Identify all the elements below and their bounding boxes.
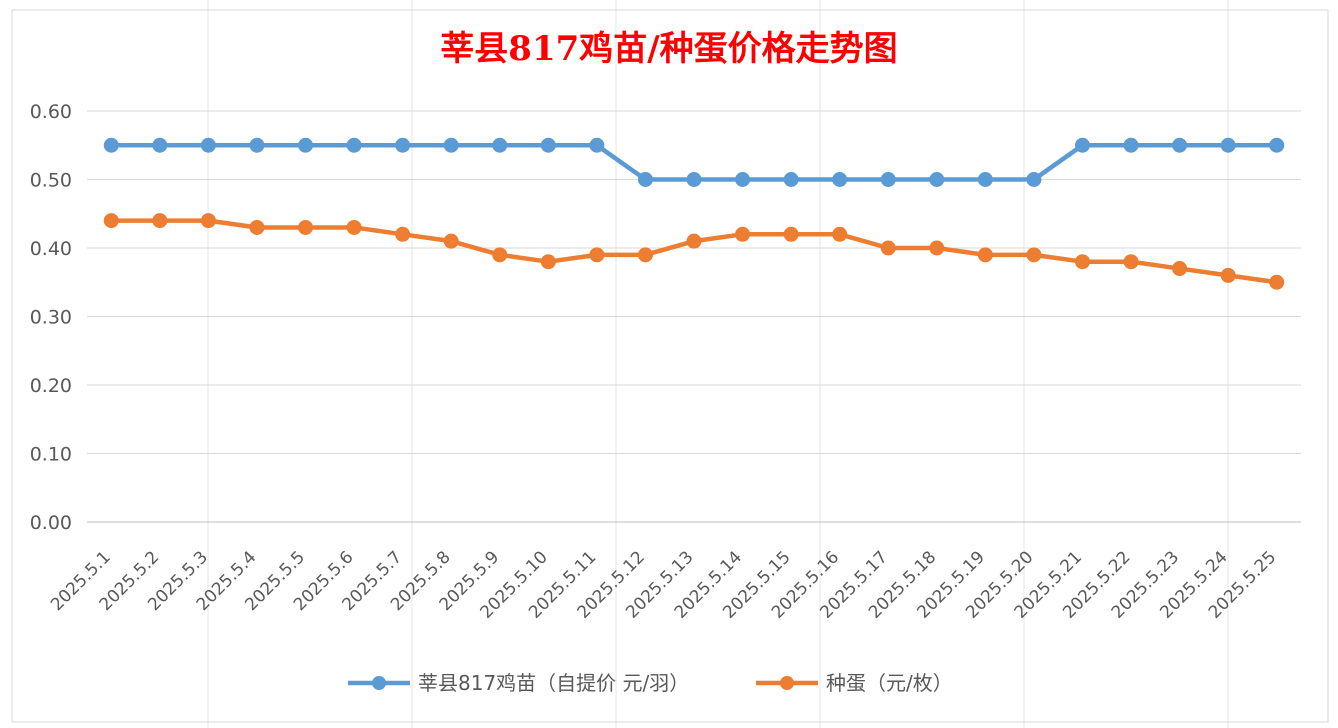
series-1 bbox=[103, 137, 1285, 187]
data-point bbox=[977, 172, 993, 187]
legend-marker bbox=[372, 676, 386, 690]
data-point bbox=[637, 172, 653, 187]
data-point bbox=[346, 219, 362, 235]
data-point bbox=[1220, 137, 1236, 153]
series-line bbox=[111, 218, 1278, 285]
legend: 莘县817鸡苗（自提价 元/羽） 种蛋（元/枚） bbox=[348, 671, 953, 695]
data-point bbox=[395, 137, 411, 153]
data-point bbox=[589, 247, 605, 263]
data-point bbox=[1269, 137, 1285, 153]
data-point bbox=[929, 172, 945, 187]
data-point bbox=[346, 137, 362, 153]
data-point bbox=[589, 137, 605, 153]
data-point bbox=[443, 233, 459, 249]
data-point bbox=[152, 137, 168, 153]
data-point bbox=[1026, 247, 1042, 263]
legend-item-1: 莘县817鸡苗（自提价 元/羽） bbox=[348, 671, 689, 695]
legend-item-2: 种蛋（元/枚） bbox=[756, 671, 953, 695]
data-point bbox=[1172, 137, 1188, 153]
y-axis: 0.00 0.10 0.20 0.30 0.40 0.50 0.60 bbox=[30, 101, 72, 534]
data-point bbox=[443, 137, 459, 153]
data-point bbox=[1269, 274, 1285, 290]
data-point bbox=[103, 213, 119, 229]
data-point bbox=[298, 137, 314, 153]
y-tick-label: 0.40 bbox=[30, 238, 72, 260]
y-tick-label: 0.60 bbox=[30, 101, 72, 123]
data-point bbox=[929, 240, 945, 256]
data-point bbox=[735, 226, 751, 242]
x-axis: 2025.5.12025.5.22025.5.32025.5.42025.5.5… bbox=[47, 547, 1280, 622]
data-point bbox=[200, 213, 216, 229]
data-point bbox=[1172, 261, 1188, 277]
data-point bbox=[540, 137, 556, 153]
series-layer bbox=[103, 137, 1285, 290]
legend-marker bbox=[780, 676, 794, 690]
data-point bbox=[686, 172, 702, 187]
data-point bbox=[1123, 254, 1139, 270]
y-tick-label: 0.10 bbox=[30, 444, 72, 466]
chart-title: 莘县817鸡苗/种蛋价格走势图 bbox=[440, 29, 897, 69]
data-point bbox=[880, 172, 896, 187]
data-point bbox=[249, 137, 265, 153]
data-point bbox=[832, 172, 848, 187]
y-tick-label: 0.50 bbox=[30, 170, 72, 192]
chart-border bbox=[11, 9, 1329, 723]
series-2 bbox=[103, 213, 1285, 290]
data-point bbox=[783, 226, 799, 242]
data-point bbox=[249, 219, 265, 235]
data-point bbox=[832, 226, 848, 242]
legend-label: 种蛋（元/枚） bbox=[826, 671, 953, 695]
data-point bbox=[637, 247, 653, 263]
data-point bbox=[686, 233, 702, 249]
data-point bbox=[298, 219, 314, 235]
data-point bbox=[1123, 137, 1139, 153]
data-point bbox=[735, 172, 751, 187]
data-point bbox=[395, 226, 411, 242]
data-point bbox=[1026, 172, 1042, 187]
data-point bbox=[1074, 254, 1090, 270]
y-tick-label: 0.30 bbox=[30, 307, 72, 329]
data-point bbox=[977, 247, 993, 263]
data-point bbox=[1074, 137, 1090, 153]
y-tick-label: 0.20 bbox=[30, 375, 72, 397]
data-point bbox=[103, 137, 119, 153]
data-point bbox=[200, 137, 216, 153]
data-point bbox=[880, 240, 896, 256]
data-point bbox=[1220, 267, 1236, 283]
data-point bbox=[152, 213, 168, 229]
y-tick-label: 0.00 bbox=[30, 512, 72, 534]
data-point bbox=[783, 172, 799, 187]
data-point bbox=[540, 254, 556, 270]
data-point bbox=[492, 247, 508, 263]
data-point bbox=[492, 137, 508, 153]
legend-label: 莘县817鸡苗（自提价 元/羽） bbox=[418, 671, 689, 695]
